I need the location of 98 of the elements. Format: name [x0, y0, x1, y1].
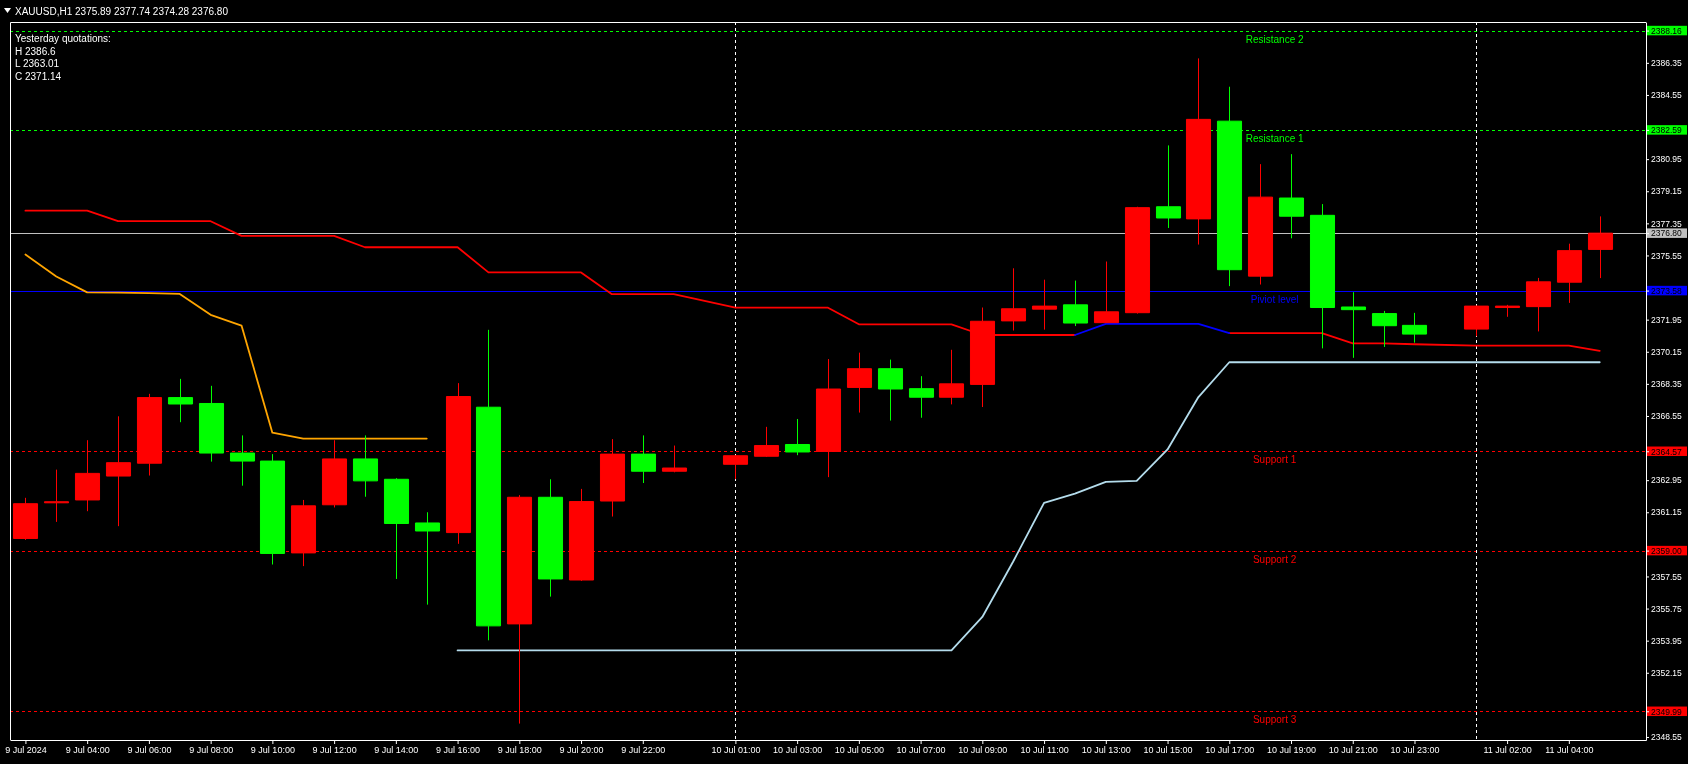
candlestick — [1494, 304, 1521, 318]
candlestick — [198, 385, 225, 463]
x-tick-label: 10 Jul 23:00 — [1390, 745, 1440, 756]
x-tick-label: 10 Jul 15:00 — [1143, 745, 1193, 756]
candlestick — [630, 434, 657, 484]
x-tick-label: 9 Jul 18:00 — [497, 745, 542, 756]
candlestick — [43, 469, 70, 523]
candlestick — [352, 434, 379, 498]
ref-line-label: Support 3 — [1252, 714, 1297, 726]
chart-title: XAUUSD,H1 2375.89 2377.74 2374.28 2376.80 — [15, 6, 229, 17]
annotation: L 2363.01 — [15, 58, 60, 69]
candlestick — [877, 359, 904, 422]
x-tick-label: 10 Jul 11:00 — [1020, 745, 1069, 756]
y-tick-label: 2371.95 — [1651, 314, 1682, 325]
y-tick-label: 2377.35 — [1651, 218, 1682, 229]
candlestick — [383, 477, 410, 580]
candlestick — [846, 352, 873, 414]
candlestick — [1124, 206, 1151, 315]
x-tick-label: 10 Jul 17:00 — [1205, 745, 1255, 756]
y-tick-label: 2379.15 — [1651, 186, 1682, 197]
candlestick — [1401, 312, 1428, 344]
y-tick-label: 2380.95 — [1651, 154, 1682, 165]
candlestick — [1371, 310, 1398, 348]
y-tick-label: 2357.55 — [1651, 571, 1682, 582]
line-series — [24, 253, 428, 440]
y-tick-label: 2386.35 — [1651, 58, 1682, 69]
y-tick-label: 2388.16 — [1651, 25, 1682, 36]
y-tick-label: 2368.35 — [1651, 379, 1682, 390]
x-tick-label: 9 Jul 20:00 — [559, 745, 604, 756]
y-tick-label: 2362.95 — [1651, 475, 1682, 486]
x-tick-label: 9 Jul 2024 — [5, 745, 47, 756]
candlestick — [475, 329, 502, 641]
candlestick — [1000, 267, 1027, 332]
candlestick — [1340, 291, 1367, 359]
ref-line-label: Resistance 2 — [1245, 33, 1304, 45]
x-tick-label: 9 Jul 04:00 — [65, 745, 110, 756]
candlestick — [1155, 144, 1182, 229]
x-tick-label: 9 Jul 06:00 — [127, 745, 172, 756]
x-tick-label: 11 Jul 02:00 — [1483, 745, 1532, 756]
candlestick — [1247, 163, 1274, 286]
candlestick — [12, 497, 39, 541]
candlestick — [1093, 261, 1120, 324]
y-tick-label: 2370.15 — [1651, 346, 1682, 357]
annotation: H 2386.6 — [15, 45, 57, 57]
y-tick-label: 2382.59 — [1651, 125, 1682, 136]
candlestick — [784, 418, 811, 456]
y-tick-label: 2353.95 — [1651, 635, 1682, 646]
ref-line-label: Piviot level — [1250, 293, 1299, 305]
candlestick — [1309, 203, 1336, 349]
x-tick-label: 9 Jul 16:00 — [436, 745, 481, 756]
candlestick — [259, 453, 286, 566]
y-tick-label: 2348.55 — [1651, 732, 1682, 743]
y-tick-label: 2375.55 — [1651, 250, 1682, 261]
line-series — [456, 361, 1601, 652]
candlestick — [722, 454, 749, 480]
y-tick-label: 2384.55 — [1651, 90, 1682, 101]
candlestick — [1185, 57, 1212, 246]
candlestick — [414, 511, 441, 606]
candlestick — [1463, 305, 1490, 337]
candlestick — [537, 478, 564, 598]
x-tick-label: 10 Jul 07:00 — [896, 745, 946, 756]
annotation: C 2371.14 — [15, 70, 62, 82]
x-tick-label: 10 Jul 13:00 — [1081, 745, 1131, 756]
candlestick — [167, 378, 194, 423]
y-tick-label: 2352.15 — [1651, 667, 1682, 678]
candlestick — [229, 434, 256, 487]
x-tick-label: 10 Jul 05:00 — [834, 745, 884, 756]
ref-line-label: Support 1 — [1252, 454, 1297, 466]
candlestick — [1556, 243, 1583, 304]
y-tick-label: 2349.99 — [1651, 706, 1682, 717]
candlestick — [1062, 280, 1089, 327]
y-tick-label: 2364.57 — [1651, 446, 1682, 457]
y-tick-label: 2376.80 — [1651, 228, 1682, 239]
y-tick-label: 2373.58 — [1651, 285, 1682, 296]
x-tick-label: 9 Jul 08:00 — [189, 745, 234, 756]
candlestick — [1031, 279, 1058, 331]
y-tick-label: 2355.75 — [1651, 603, 1682, 614]
x-tick-label: 10 Jul 03:00 — [773, 745, 823, 756]
x-tick-label: 10 Jul 01:00 — [711, 745, 761, 756]
candlestick — [1525, 277, 1552, 332]
x-tick-label: 10 Jul 21:00 — [1328, 745, 1378, 756]
candlestick — [908, 375, 935, 419]
candlestick — [938, 349, 965, 405]
annotation: Yesterday quotations: — [15, 33, 111, 44]
x-tick-label: 9 Jul 14:00 — [374, 745, 419, 756]
ref-line-label: Support 2 — [1252, 553, 1297, 565]
candlestick — [1278, 153, 1305, 239]
y-tick-label: 2359.00 — [1651, 545, 1682, 556]
x-tick-label: 9 Jul 10:00 — [250, 745, 295, 756]
x-tick-label: 9 Jul 12:00 — [312, 745, 357, 756]
y-tick-label: 2366.55 — [1651, 411, 1682, 422]
ref-line-label: Resistance 1 — [1245, 132, 1304, 144]
x-tick-label: 10 Jul 19:00 — [1267, 745, 1317, 756]
candlestick — [1587, 215, 1614, 279]
x-tick-label: 9 Jul 22:00 — [621, 745, 666, 756]
x-tick-label: 11 Jul 04:00 — [1545, 745, 1594, 756]
x-tick-label: 10 Jul 09:00 — [958, 745, 1008, 756]
y-tick-label: 2361.15 — [1651, 507, 1682, 518]
